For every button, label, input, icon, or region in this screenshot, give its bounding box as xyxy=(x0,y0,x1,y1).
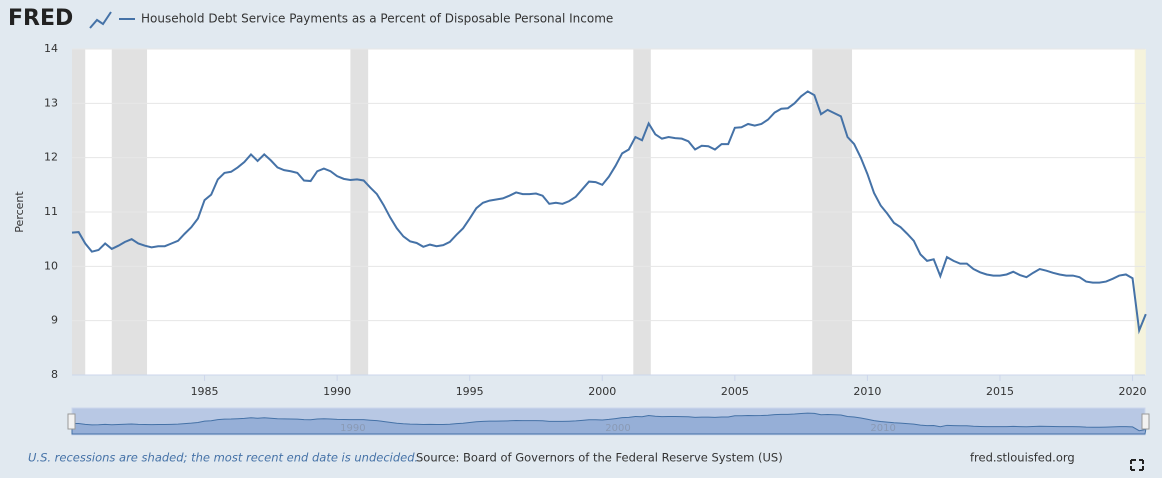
y-tick-label: 11 xyxy=(44,205,58,218)
y-tick-label: 14 xyxy=(44,42,58,55)
x-tick-label: 2005 xyxy=(721,385,749,398)
y-tick-label: 9 xyxy=(51,314,58,327)
navigator-tick-label: 1990 xyxy=(340,423,365,434)
y-tick-label: 8 xyxy=(51,368,58,381)
fullscreen-button[interactable] xyxy=(1130,459,1144,471)
navigator-handle[interactable] xyxy=(67,413,76,430)
navigator-tick-label: 2000 xyxy=(605,423,630,434)
source: Source: Board of Governors of the Federa… xyxy=(416,451,783,465)
logo-icon xyxy=(89,11,112,29)
x-tick-label: 1990 xyxy=(323,385,351,398)
x-tick-label: 1985 xyxy=(191,385,219,398)
navigator-series xyxy=(71,412,1147,435)
legend-label: Household Debt Service Payments as a Per… xyxy=(141,12,613,26)
navigator-tick-label: 2010 xyxy=(870,423,895,434)
recession-note: U.S. recessions are shaded; the most rec… xyxy=(28,451,418,465)
series-line xyxy=(71,90,1147,335)
x-tick-label: 2015 xyxy=(986,385,1014,398)
logo: FRED xyxy=(8,6,73,31)
x-tick-label: 1995 xyxy=(456,385,484,398)
x-tick-label: 2020 xyxy=(1119,385,1147,398)
y-tick-label: 10 xyxy=(44,259,58,272)
x-tick-label: 2000 xyxy=(588,385,616,398)
y-axis-label: Percent xyxy=(13,191,26,233)
site[interactable]: fred.stlouisfed.org xyxy=(970,451,1075,465)
x-tick-label: 2010 xyxy=(853,385,881,398)
y-tick-label: 12 xyxy=(44,151,58,164)
y-tick-label: 13 xyxy=(44,96,58,109)
navigator-handle[interactable] xyxy=(1141,413,1150,430)
